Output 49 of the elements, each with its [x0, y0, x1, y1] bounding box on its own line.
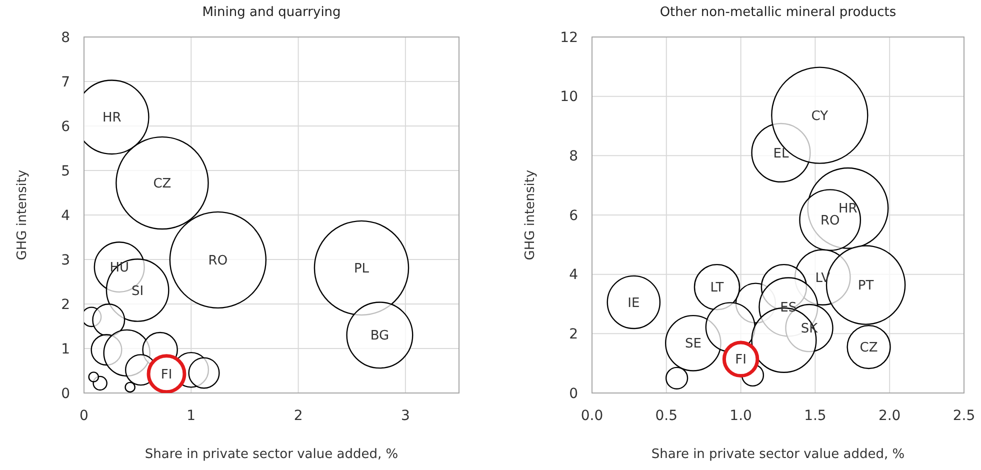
data-label: CY — [811, 108, 828, 124]
data-label: SE — [684, 336, 702, 352]
x-tick-label: 0.0 — [580, 408, 604, 424]
x-tick-label: 0 — [80, 408, 88, 424]
y-tick-label: 4 — [569, 267, 578, 284]
y-axis-title: GHG intensity — [523, 169, 538, 260]
y-tick-label: 0 — [61, 386, 70, 402]
data-label: CZ — [860, 340, 878, 356]
y-tick-label: 4 — [61, 208, 70, 224]
data-label: CZ — [153, 176, 172, 192]
y-tick-label: 12 — [560, 30, 578, 46]
x-tick-label: 1 — [186, 408, 196, 424]
data-label: SI — [132, 284, 144, 299]
x-axis-title: Share in private sector value added, % — [651, 447, 905, 462]
x-tick-label: 3 — [400, 408, 410, 424]
y-tick-label: 6 — [61, 118, 70, 135]
data-label: RO — [820, 214, 840, 229]
x-tick-label: 2 — [294, 408, 303, 424]
x-tick-label: 1.0 — [730, 408, 752, 424]
y-tick-label: 2 — [61, 296, 70, 313]
data-label: BG — [370, 328, 390, 344]
data-label: RO — [208, 253, 228, 268]
data-label: FI — [160, 367, 172, 382]
chart-title: Mining and quarrying — [202, 5, 341, 20]
y-tick-label: 1 — [61, 341, 70, 358]
data-label: HR — [102, 110, 122, 126]
y-axis-title: GHG intensity — [15, 169, 30, 260]
data-label: EL — [773, 146, 790, 162]
y-tick-label: 8 — [569, 148, 578, 165]
data-label: IE — [628, 296, 640, 311]
y-tick-label: 10 — [560, 89, 578, 106]
x-tick-label: 2.5 — [952, 408, 976, 424]
y-tick-label: 3 — [61, 252, 70, 268]
y-tick-label: 0 — [569, 386, 578, 402]
y-tick-label: 2 — [569, 326, 578, 343]
data-label: PL — [354, 262, 370, 277]
x-tick-label: 1.5 — [804, 408, 826, 424]
x-axis-title: Share in private sector value added, % — [144, 447, 398, 462]
data-label: LT — [710, 280, 724, 296]
y-tick-label: 6 — [569, 208, 578, 224]
y-tick-label: 5 — [61, 163, 70, 180]
data-label: FI — [735, 352, 746, 368]
y-tick-label: 7 — [61, 74, 70, 90]
y-tick-label: 8 — [61, 30, 70, 46]
x-tick-label: 0.5 — [655, 408, 678, 424]
chart-title: Other non-metallic mineral products — [660, 5, 896, 20]
data-label: PT — [858, 278, 874, 294]
x-tick-label: 2.0 — [878, 408, 901, 424]
data-label: HR — [838, 202, 858, 217]
